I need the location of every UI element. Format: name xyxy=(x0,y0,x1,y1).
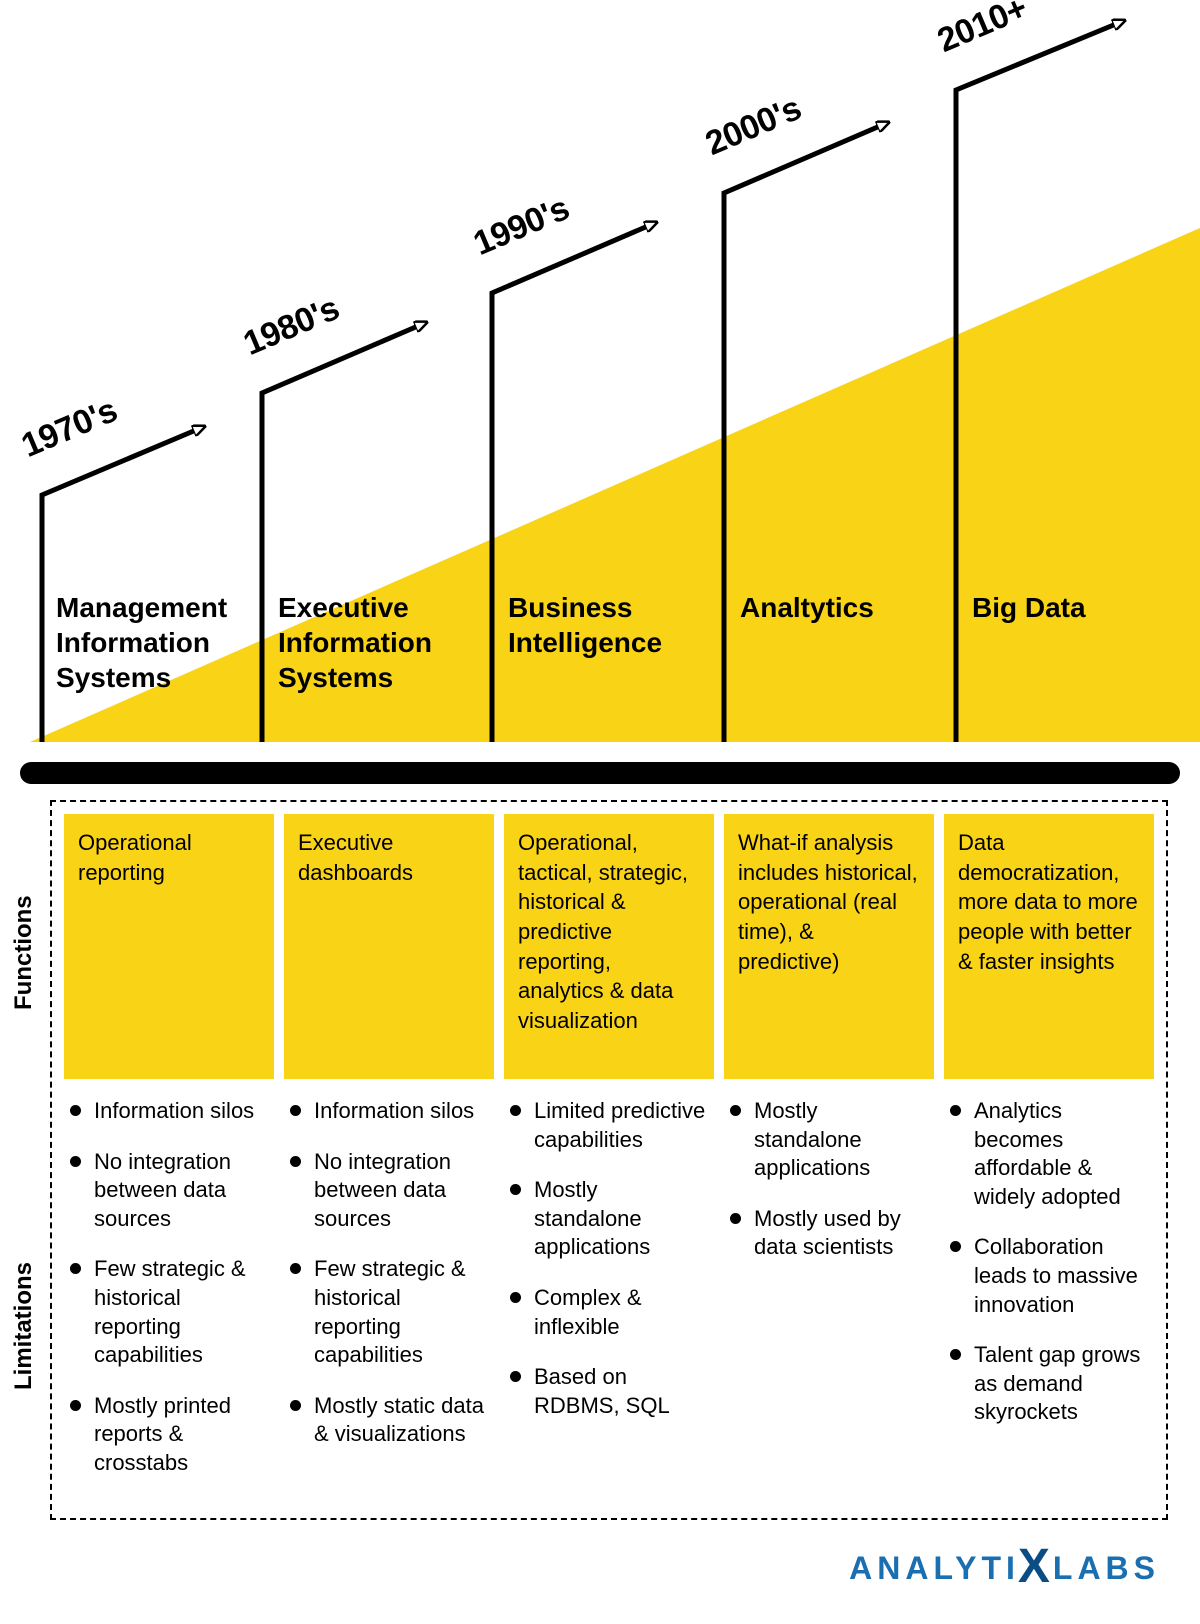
list-item: Few strategic & historical reporting cap… xyxy=(290,1255,488,1369)
list-item: Information silos xyxy=(70,1097,268,1126)
side-label-functions: Functions xyxy=(10,895,38,1010)
limitations-cell: Mostly standalone applications Mostly use… xyxy=(724,1097,934,1500)
list-item: Limited predictive capabilities xyxy=(510,1097,708,1154)
list-item: No integration between data sources xyxy=(290,1148,488,1234)
era-title: Executive Information Systems xyxy=(278,590,432,695)
brand-logo: ANALYTI X LABS xyxy=(849,1541,1160,1596)
side-label-limitations: Limitations xyxy=(10,1262,38,1390)
era-title: Business Intelligence xyxy=(508,590,662,660)
functions-cell: What-if analysis includes historical, op… xyxy=(724,814,934,1079)
functions-row: Operational reportingExecutive dashboard… xyxy=(64,814,1154,1079)
logo-text-1: ANALYTI xyxy=(849,1550,1020,1587)
list-item: Mostly used by data scientists xyxy=(730,1205,928,1262)
list-item: Mostly printed reports & crosstabs xyxy=(70,1392,268,1478)
list-item: Complex & inflexible xyxy=(510,1284,708,1341)
functions-cell: Operational, tactical, strategic, histor… xyxy=(504,814,714,1079)
logo-text-2: LABS xyxy=(1053,1550,1160,1587)
limitations-cell: Limited predictive capabilities Mostly st… xyxy=(504,1097,714,1500)
logo-x-icon: X xyxy=(1018,1539,1055,1594)
list-item: Few strategic & historical reporting cap… xyxy=(70,1255,268,1369)
functions-cell: Executive dashboards xyxy=(284,814,494,1079)
list-item: Based on RDBMS, SQL xyxy=(510,1363,708,1420)
limitations-cell: Information silos No integration between … xyxy=(64,1097,274,1500)
limitations-cell: Analytics becomes affordable & widely ad… xyxy=(944,1097,1154,1500)
era-title: Management Information Systems xyxy=(56,590,227,695)
list-item: Mostly static data & visualizations xyxy=(290,1392,488,1449)
era-title: Big Data xyxy=(972,590,1086,625)
list-item: Talent gap grows as demand skyrockets xyxy=(950,1341,1148,1427)
functions-cell: Operational reporting xyxy=(64,814,274,1079)
limitations-cell: Information silos No integration between … xyxy=(284,1097,494,1500)
era-title: Analtytics xyxy=(740,590,874,625)
list-item: Analytics becomes affordable & widely ad… xyxy=(950,1097,1148,1211)
list-item: Mostly standalone applications xyxy=(510,1176,708,1262)
list-item: Information silos xyxy=(290,1097,488,1126)
limitations-row: Information silos No integration between … xyxy=(64,1097,1154,1500)
list-item: Mostly standalone applications xyxy=(730,1097,928,1183)
separator-bar xyxy=(20,762,1180,784)
list-item: No integration between data sources xyxy=(70,1148,268,1234)
details-panel: Operational reportingExecutive dashboard… xyxy=(50,800,1168,1520)
functions-cell: Data democratization, more data to more … xyxy=(944,814,1154,1079)
timeline-chart: 1970's1980's1990's2000's2010+ Management… xyxy=(0,0,1200,750)
list-item: Collaboration leads to massive innovatio… xyxy=(950,1233,1148,1319)
